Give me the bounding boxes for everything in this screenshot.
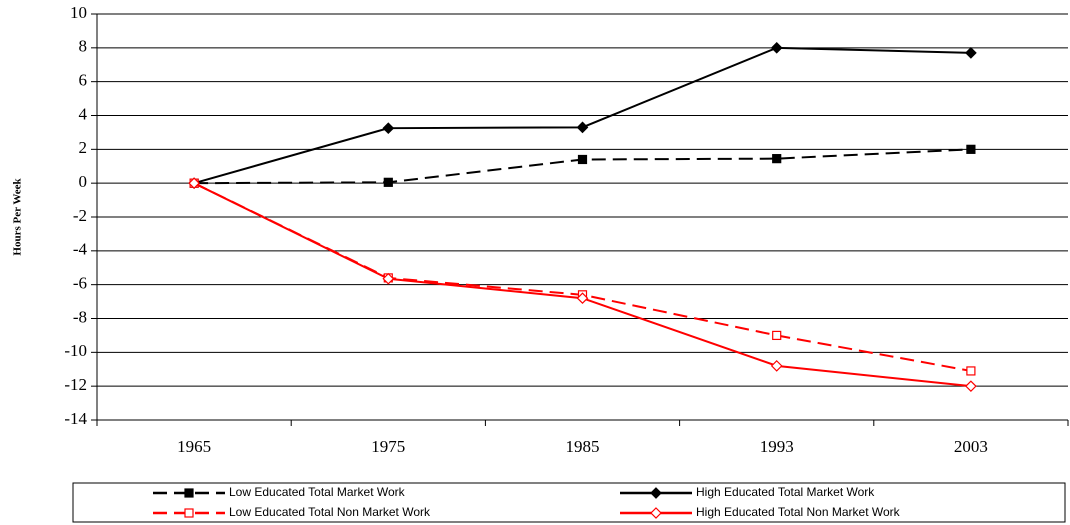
y-tick-label: 2 <box>79 138 88 157</box>
marker <box>184 488 194 498</box>
marker <box>966 144 976 154</box>
legend-label: High Educated Total Market Work <box>696 485 875 499</box>
marker <box>965 380 977 393</box>
y-tick-label: -6 <box>73 274 87 293</box>
x-tick-label: 1965 <box>177 437 211 456</box>
marker <box>772 330 782 341</box>
legend-label: Low Educated Total Non Market Work <box>229 505 431 519</box>
y-axis-label: Hours Per Week <box>12 178 24 256</box>
legend-box <box>72 482 1066 523</box>
marker <box>382 122 395 135</box>
x-tick-label: 1993 <box>760 437 794 456</box>
y-tick-label: -12 <box>64 375 87 394</box>
y-tick-label: 6 <box>79 71 88 90</box>
marker <box>770 360 783 372</box>
marker <box>966 366 976 376</box>
marker <box>650 487 662 499</box>
y-tick-label: -8 <box>73 307 87 326</box>
x-tick-label: 1975 <box>371 437 405 456</box>
marker <box>772 154 782 164</box>
legend-label: High Educated Total Non Market Work <box>696 505 901 519</box>
series-line <box>193 182 972 372</box>
y-tick-label: 10 <box>70 3 87 22</box>
marker <box>965 47 977 59</box>
x-tick-label: 2003 <box>954 437 988 456</box>
marker <box>188 177 200 190</box>
y-tick-label: -2 <box>73 206 87 225</box>
marker <box>650 507 662 519</box>
y-tick-label: -10 <box>64 341 87 360</box>
marker <box>576 121 589 134</box>
y-tick-label: -4 <box>73 240 88 259</box>
y-tick-label: 0 <box>79 172 88 191</box>
marker <box>382 272 395 285</box>
legend-label: Low Educated Total Market Work <box>229 485 406 499</box>
marker <box>383 177 393 187</box>
marker <box>770 41 783 54</box>
y-tick-label: 8 <box>79 37 88 56</box>
y-tick-label: -14 <box>64 409 87 428</box>
marker <box>577 154 588 165</box>
series-line <box>194 148 971 185</box>
y-tick-label: 4 <box>79 104 88 123</box>
x-tick-label: 1985 <box>566 437 600 456</box>
marker <box>184 508 194 518</box>
marker <box>576 292 589 305</box>
